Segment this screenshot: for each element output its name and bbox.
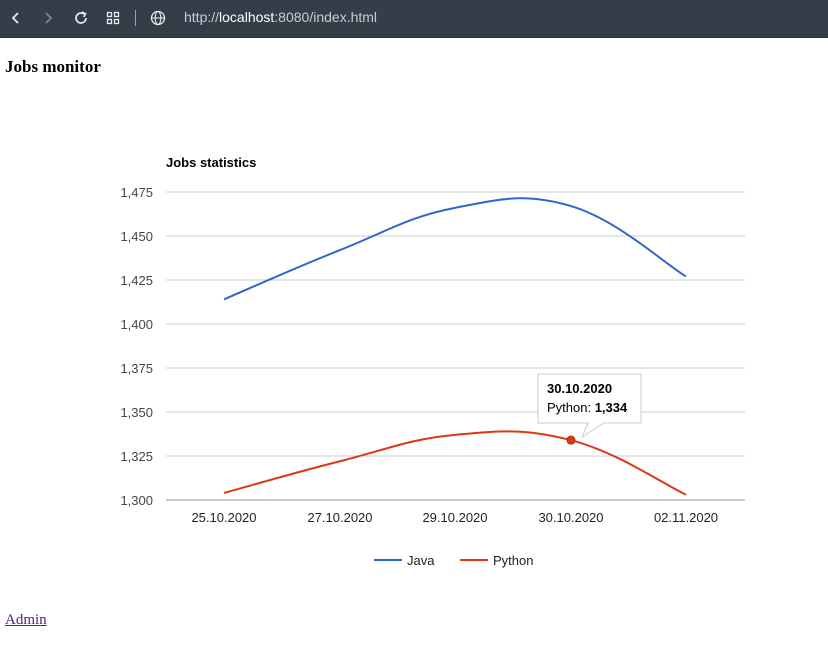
url-host: localhost [219,9,275,25]
legend-python-label[interactable]: Python [493,553,533,568]
chart-title: Jobs statistics [166,155,256,170]
url-prefix: http:// [184,9,220,25]
y-tick-label: 1,350 [120,405,153,420]
y-tick-label: 1,325 [120,449,153,464]
x-axis-labels: 25.10.2020 27.10.2020 29.10.2020 30.10.2020… [191,510,718,525]
series-lines [223,197,687,496]
tooltip-box [537,373,642,439]
browser-toolbar: http://localhost:8080/index.html [0,0,828,38]
legend-java-label[interactable]: Java [407,553,435,568]
page-title: Jobs monitor [5,57,101,76]
y-axis-labels: 1,300 1,325 1,350 1,375 1,400 1,425 1,450 1,475 [120,185,153,508]
y-tick-label: 1,425 [120,273,153,288]
x-tick-label: 02.11.2020 [654,510,718,525]
speed-dial-icon[interactable] [103,8,123,28]
reload-icon[interactable] [71,8,91,28]
series-line-python[interactable] [223,430,687,496]
tooltip-series-label: Python: [547,400,595,415]
tooltip-value: 1,334 [595,400,628,415]
admin-link[interactable]: Admin [5,612,47,628]
tooltip-value-text: Python: 1,334 [547,400,628,415]
y-tick-label: 1,475 [120,185,153,200]
back-icon[interactable] [6,8,26,28]
tooltip-date: 30.10.2020 [547,381,612,396]
x-tick-label: 29.10.2020 [422,510,487,525]
toolbar-separator [135,10,136,26]
chart-tooltip: 30.10.2020 Python: 1,334 [537,373,642,439]
python-hover-point[interactable] [566,435,576,445]
y-tick-label: 1,375 [120,361,153,376]
url-rest: :8080/index.html [274,9,378,25]
y-tick-label: 1,300 [120,493,153,508]
x-tick-label: 27.10.2020 [307,510,372,525]
forward-icon[interactable] [38,8,58,28]
grid-lines [166,191,745,501]
x-tick-label: 30.10.2020 [538,510,603,525]
y-tick-label: 1,450 [120,229,153,244]
chart-legend: Java Python [374,553,533,568]
y-tick-label: 1,400 [120,317,153,332]
x-tick-label: 25.10.2020 [191,510,256,525]
globe-icon [148,8,168,28]
address-bar[interactable]: http://localhost:8080/index.html [184,9,377,25]
series-line-java[interactable] [223,197,687,301]
